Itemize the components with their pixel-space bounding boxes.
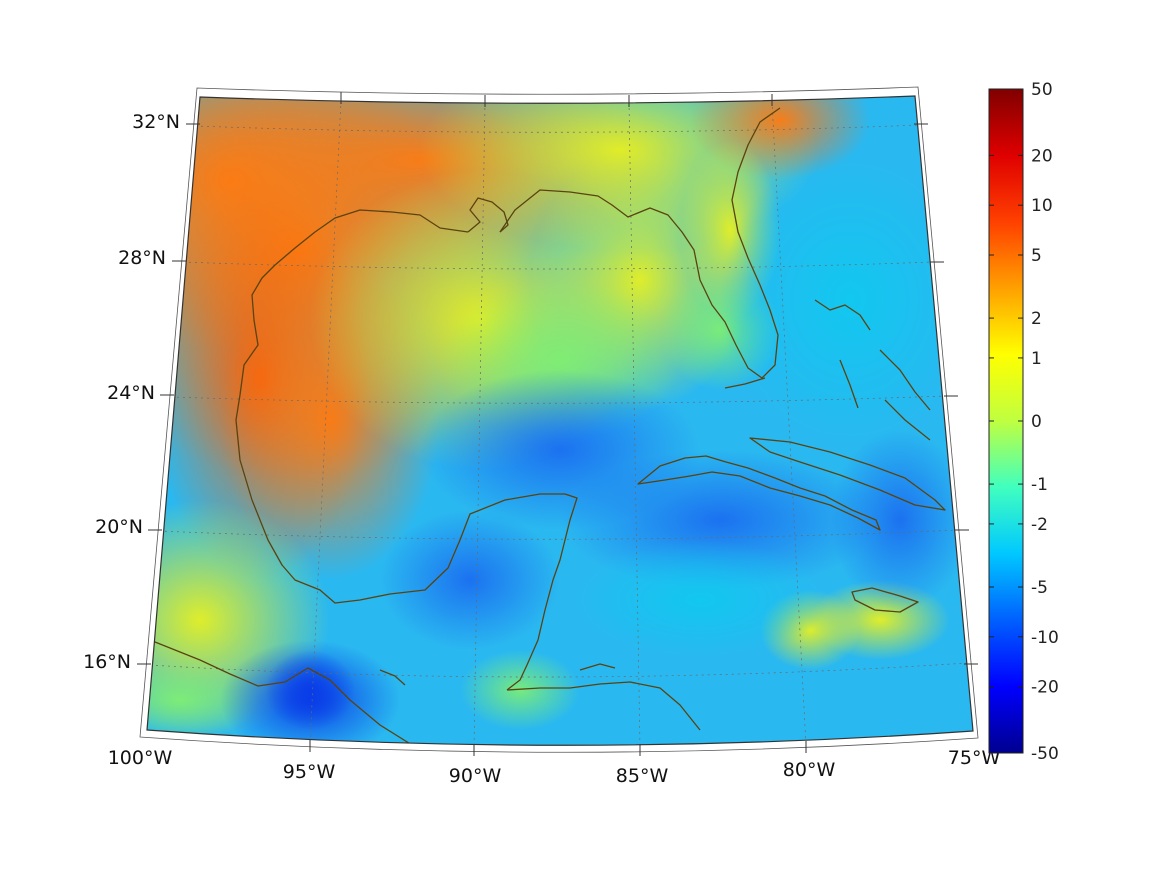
lat-label-32n: 32°N bbox=[132, 111, 180, 133]
colorbar-ticks bbox=[989, 154, 1023, 688]
map-frame-outer bbox=[139, 86, 979, 753]
colorbar-label: -5 bbox=[1031, 578, 1048, 598]
longitude-labels: 100°W 95°W 90°W 85°W 80°W 75°W bbox=[108, 747, 1001, 787]
colorbar-label: 1 bbox=[1031, 349, 1042, 369]
latitude-labels: 32°N 28°N 24°N 20°N 16°N bbox=[83, 111, 180, 673]
lon-label-90w: 90°W bbox=[449, 765, 502, 787]
colorbar-fill bbox=[989, 89, 1023, 753]
colorbar-label: 10 bbox=[1031, 196, 1053, 216]
lon-label-85w: 85°W bbox=[616, 765, 669, 787]
longitude-ticks bbox=[309, 92, 807, 756]
data-field bbox=[147, 96, 973, 746]
colorbar-label: -10 bbox=[1031, 628, 1059, 648]
colorbar-gradient bbox=[989, 89, 1023, 753]
lat-label-16n: 16°N bbox=[83, 651, 131, 673]
lat-label-20n: 20°N bbox=[95, 516, 143, 538]
colorbar-label: -50 bbox=[1031, 744, 1059, 764]
colorbar-label: -20 bbox=[1031, 678, 1059, 698]
latitude-ticks bbox=[137, 123, 978, 665]
colorbar-label: 5 bbox=[1031, 246, 1042, 266]
lon-label-75w: 75°W bbox=[948, 747, 1001, 769]
coastlines bbox=[149, 107, 946, 746]
lat-label-28n: 28°N bbox=[118, 247, 166, 269]
graticule bbox=[149, 99, 968, 746]
lon-label-100w: 100°W bbox=[108, 747, 173, 769]
colorbar-label: -1 bbox=[1031, 475, 1048, 495]
colorbar-label: -2 bbox=[1031, 515, 1048, 535]
lon-label-80w: 80°W bbox=[783, 759, 836, 781]
map-frame bbox=[146, 95, 974, 746]
colorbar-label: 0 bbox=[1031, 412, 1042, 432]
colorbar-label: 20 bbox=[1031, 146, 1053, 166]
colorbar-label: 50 bbox=[1031, 80, 1053, 100]
lat-label-24n: 24°N bbox=[107, 382, 155, 404]
colorbar-label: 2 bbox=[1031, 309, 1042, 329]
lon-label-95w: 95°W bbox=[283, 761, 336, 783]
